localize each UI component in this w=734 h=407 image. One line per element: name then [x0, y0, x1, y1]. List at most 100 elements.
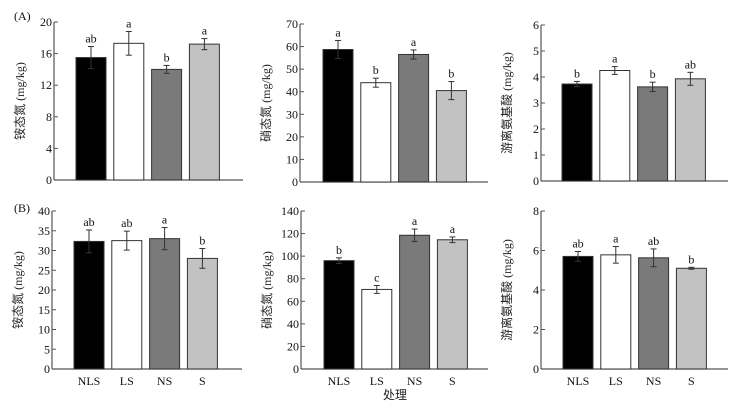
y-axis-label: 游离氨基酸 (mg/kg) — [499, 52, 514, 154]
significance-letter: a — [612, 52, 618, 66]
bar-ns — [638, 257, 670, 370]
y-tick-label: 4 — [533, 70, 539, 84]
significance-letter: b — [574, 66, 580, 80]
y-tick-label: 0 — [293, 362, 299, 376]
x-tick-label: NLS — [328, 374, 351, 388]
y-tick-label: 0 — [533, 362, 539, 376]
significance-letter: b — [448, 67, 454, 81]
y-axis-label: 硝态氮 (mg/kg) — [258, 64, 273, 142]
significance-letter: a — [126, 16, 132, 30]
bar-nls — [73, 240, 105, 370]
y-tick-label: 12 — [40, 78, 52, 92]
bar-chart-5: 0 20 40 60 80 100 120 140 硝态氮 (mg/kg) b NLS c LS a NS a… — [259, 204, 488, 388]
significance-letter: b — [164, 50, 170, 64]
y-tick-label: 6 — [533, 244, 539, 258]
bar-nls — [75, 57, 107, 181]
x-tick-label: NLS — [567, 374, 590, 388]
bar-ns — [398, 53, 430, 183]
y-tick-label: 80 — [287, 272, 299, 286]
x-tick-label: NLS — [78, 374, 101, 388]
y-tick-label: 0 — [44, 362, 50, 376]
y-tick-label: 0 — [533, 174, 539, 188]
y-tick-label: 4 — [46, 141, 52, 155]
significance-letter: b — [650, 67, 656, 81]
significance-letter: ab — [121, 216, 132, 230]
y-tick-label: 35 — [38, 224, 50, 238]
y-tick-label: 20 — [38, 283, 50, 297]
significance-letter: ab — [648, 234, 659, 248]
y-tick-label: 30 — [38, 244, 50, 258]
bar-nls — [562, 255, 594, 370]
bar-ns — [149, 238, 181, 370]
y-tick-label: 60 — [286, 40, 298, 54]
y-axis-label: 硝态氮 (mg/kg) — [259, 251, 274, 329]
x-tick-label: S — [199, 374, 206, 388]
x-tick-label: LS — [609, 374, 623, 388]
y-tick-label: 70 — [286, 17, 298, 31]
bar-s — [674, 78, 706, 182]
y-tick-label: 0 — [292, 175, 298, 189]
y-tick-label: 0 — [46, 173, 52, 187]
panel-label-b: (B) — [14, 201, 30, 215]
bar-ls — [360, 82, 392, 183]
significance-letter: a — [613, 232, 619, 246]
significance-letter: b — [336, 243, 342, 257]
y-tick-label: 20 — [287, 339, 299, 353]
significance-letter: a — [202, 24, 208, 38]
significance-letter: ab — [572, 236, 583, 250]
y-tick-label: 4 — [533, 283, 539, 297]
y-tick-label: 16 — [40, 47, 52, 61]
bar-ls — [600, 254, 632, 370]
y-tick-label: 40 — [287, 317, 299, 331]
x-tick-label: LS — [120, 374, 134, 388]
y-tick-label: 5 — [533, 44, 539, 58]
y-tick-label: 8 — [533, 204, 539, 218]
y-axis-label: 铵态氮 (mg/kg) — [10, 251, 25, 329]
significance-letter: ab — [685, 57, 696, 71]
y-tick-label: 10 — [286, 152, 298, 166]
y-tick-label: 3 — [533, 96, 539, 110]
bar-ls — [361, 288, 393, 370]
y-tick-label: 40 — [286, 85, 298, 99]
significance-letter: a — [411, 35, 417, 49]
y-tick-label: 50 — [286, 62, 298, 76]
y-axis-label: 铵态氮 (mg/kg) — [12, 62, 27, 140]
significance-letter: a — [162, 213, 168, 227]
y-tick-label: 25 — [38, 263, 50, 277]
panel-label-a: (A) — [14, 9, 31, 23]
y-tick-label: 20 — [286, 130, 298, 144]
significance-letter: ab — [85, 31, 96, 45]
y-tick-label: 30 — [286, 107, 298, 121]
y-tick-label: 120 — [281, 227, 299, 241]
bar-ns — [151, 68, 183, 181]
bar-nls — [561, 83, 593, 182]
bar-chart-4: 0 5 10 15 20 25 30 35 40 铵态氮 (mg/kg) ab NLS ab LS a NS b… — [10, 204, 242, 388]
significance-letter: a — [412, 214, 418, 228]
bar-ls — [113, 42, 145, 181]
bar-nls — [322, 49, 354, 183]
significance-letter: ab — [83, 215, 94, 229]
x-tick-label: LS — [370, 374, 384, 388]
significance-letter: b — [373, 63, 379, 77]
significance-letter: b — [688, 252, 694, 266]
y-tick-label: 2 — [533, 122, 539, 136]
significance-letter: b — [199, 234, 205, 248]
y-tick-label: 100 — [281, 249, 299, 263]
bar-nls — [323, 260, 355, 370]
y-tick-label: 140 — [281, 204, 299, 218]
significance-letter: a — [335, 25, 341, 39]
y-tick-label: 6 — [533, 18, 539, 32]
x-axis-title: 处理 — [383, 388, 407, 402]
bar-chart-2: 0 10 20 30 40 50 60 70 硝态氮 (mg/kg) a b a b — [258, 17, 488, 189]
significance-letter: c — [374, 270, 379, 284]
x-tick-label: NS — [646, 374, 661, 388]
y-tick-label: 2 — [533, 323, 539, 337]
bar-s — [436, 239, 468, 370]
y-tick-label: 40 — [38, 204, 50, 218]
bar-s — [675, 267, 707, 370]
x-tick-label: S — [688, 374, 695, 388]
y-tick-label: 10 — [38, 323, 50, 337]
